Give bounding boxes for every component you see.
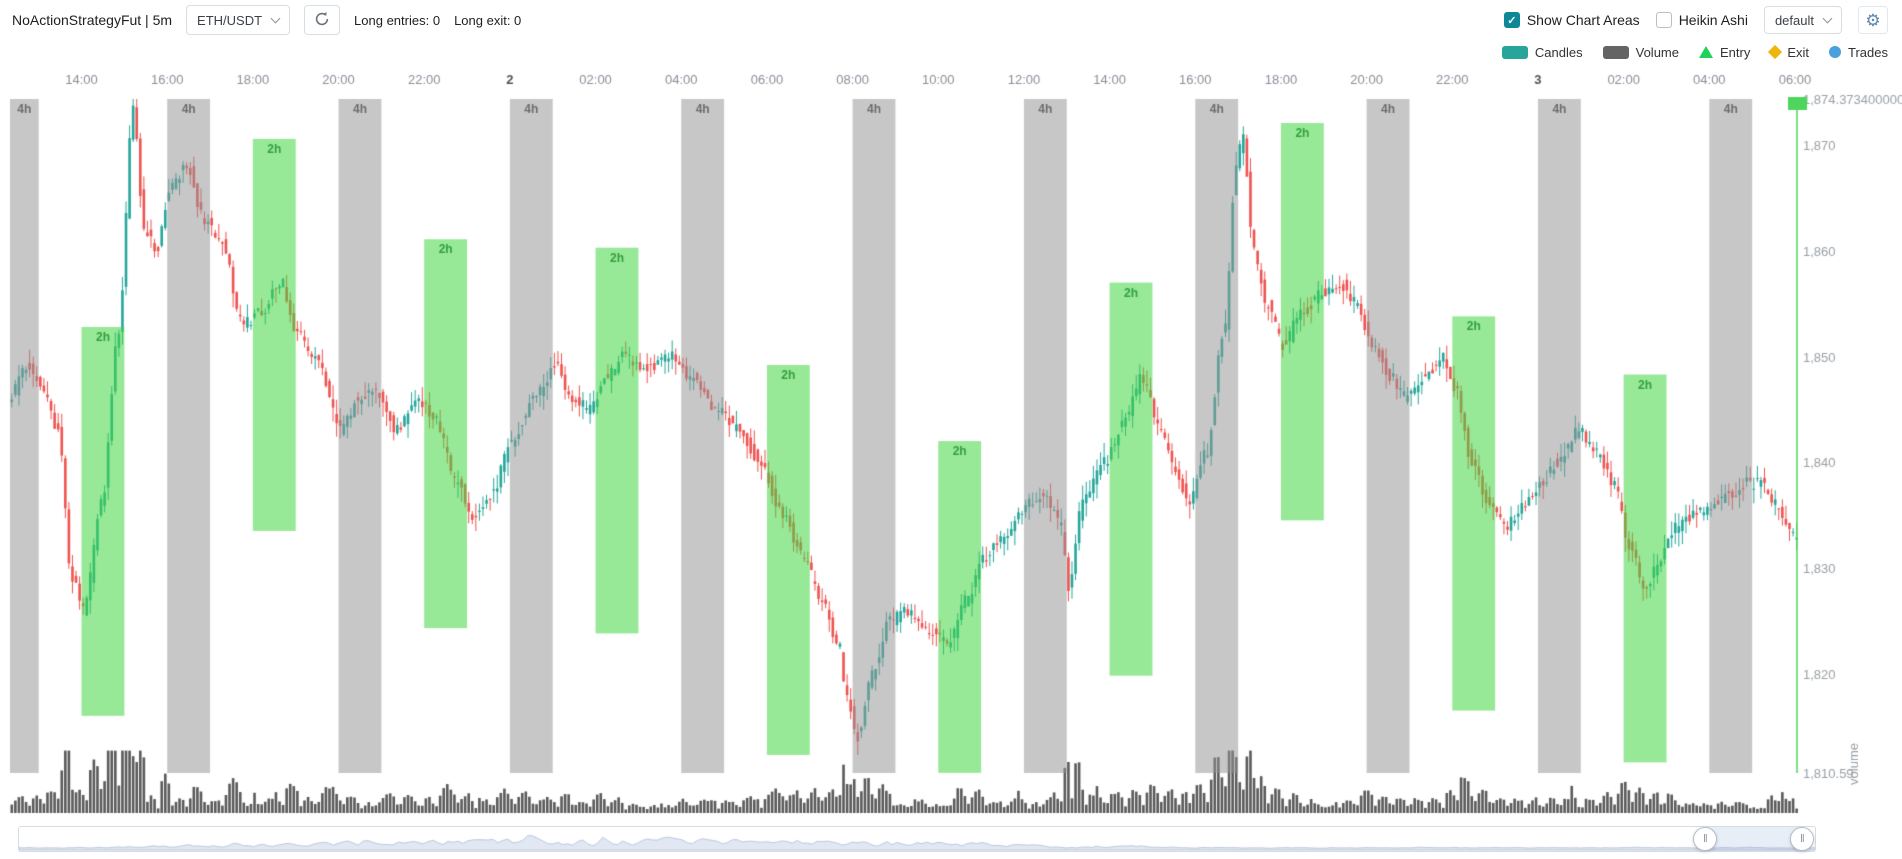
datazoom-left-handle[interactable]: ‖ bbox=[1693, 827, 1718, 851]
legend-item-trades[interactable]: Trades bbox=[1829, 45, 1888, 60]
checkbox-checked-icon: ✓ bbox=[1503, 12, 1520, 28]
top-bar: NoActionStrategyFut | 5m ETH/USDT Long e… bbox=[0, 0, 1902, 40]
plot-config-select[interactable]: default bbox=[1763, 6, 1842, 34]
legend-item-exit[interactable]: Exit bbox=[1768, 44, 1810, 60]
show-chart-areas-label: Show Chart Areas bbox=[1526, 12, 1640, 28]
datazoom-right-handle[interactable]: ‖ bbox=[1790, 827, 1815, 851]
legend-item-candles[interactable]: Candles bbox=[1501, 44, 1583, 60]
refresh-icon bbox=[314, 11, 330, 30]
main-chart-canvas[interactable] bbox=[0, 64, 1902, 820]
settings-button[interactable]: ⚙ bbox=[1858, 6, 1888, 34]
chart-legend: Candles Volume Entry Exit Trades bbox=[0, 40, 1902, 64]
datazoom-slider[interactable]: ‖ ‖ bbox=[18, 826, 1816, 852]
legend-label: Volume bbox=[1635, 44, 1679, 60]
candles-swatch-icon bbox=[1501, 45, 1528, 59]
legend-label: Trades bbox=[1848, 44, 1888, 60]
checkbox-unchecked-icon bbox=[1655, 12, 1672, 28]
heikin-ashi-label: Heikin Ashi bbox=[1678, 12, 1748, 28]
legend-item-entry[interactable]: Entry bbox=[1699, 45, 1750, 60]
datazoom-overview-canvas bbox=[19, 827, 1815, 851]
plot-config-value: default bbox=[1774, 12, 1814, 28]
entry-swatch-icon bbox=[1699, 46, 1713, 58]
trades-swatch-icon bbox=[1829, 46, 1842, 58]
long-entries-stat: Long entries: 0 bbox=[354, 12, 441, 28]
pair-select-value: ETH/USDT bbox=[197, 12, 263, 28]
legend-label: Exit bbox=[1787, 44, 1810, 60]
legend-label: Candles bbox=[1534, 44, 1583, 60]
pair-select[interactable]: ETH/USDT bbox=[186, 5, 291, 35]
heikin-ashi-checkbox[interactable]: Heikin Ashi bbox=[1655, 12, 1748, 28]
exit-swatch-icon bbox=[1768, 44, 1783, 60]
chevron-down-icon bbox=[270, 13, 281, 24]
handle-grip-icon: ‖ bbox=[1703, 833, 1708, 845]
strategy-title: NoActionStrategyFut | 5m bbox=[12, 12, 173, 28]
long-exit-stat: Long exit: 0 bbox=[454, 12, 522, 28]
refresh-button[interactable] bbox=[304, 5, 341, 35]
handle-grip-icon: ‖ bbox=[1800, 833, 1805, 845]
chevron-down-icon bbox=[1822, 13, 1833, 24]
show-chart-areas-checkbox[interactable]: ✓ Show Chart Areas bbox=[1503, 12, 1640, 28]
volume-swatch-icon bbox=[1602, 45, 1629, 59]
gear-icon: ⚙ bbox=[1865, 10, 1881, 30]
legend-label: Entry bbox=[1720, 44, 1751, 60]
legend-item-volume[interactable]: Volume bbox=[1602, 44, 1679, 60]
datazoom-window[interactable] bbox=[1705, 827, 1803, 851]
